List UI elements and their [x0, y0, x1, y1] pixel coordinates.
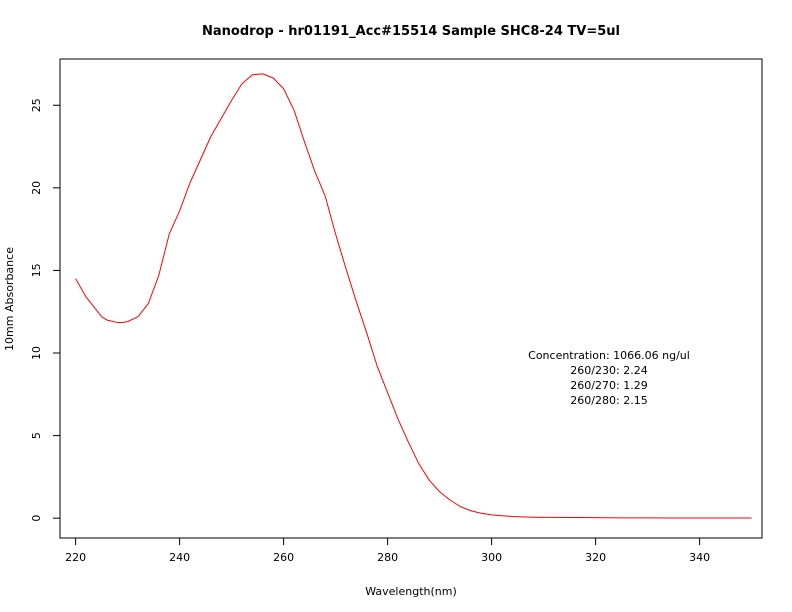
- x-tick-label: 280: [377, 551, 398, 564]
- absorbance-line: [75, 73, 752, 519]
- plot-frame: [59, 58, 763, 539]
- x-tick-label: 300: [481, 551, 502, 564]
- x-tick-label: 320: [585, 551, 606, 564]
- series-layer: [75, 73, 752, 519]
- annotation-block: Concentration: 1066.06 ng/ul 260/230: 2.2…: [528, 349, 690, 407]
- annotation-line: Concentration: 1066.06 ng/ul: [528, 349, 690, 362]
- y-axis: 0 5 10 15 20 25: [30, 98, 60, 522]
- y-tick-label: 5: [30, 432, 43, 439]
- x-tick-label: 260: [273, 551, 294, 564]
- x-axis: 220 240 260 280 300 320 340: [65, 538, 710, 564]
- chart-title: Nanodrop - hr01191_Acc#15514 Sample SHC8…: [202, 24, 620, 39]
- annotation-line: 260/270: 1.29: [570, 379, 647, 392]
- x-tick-label: 220: [65, 551, 86, 564]
- y-tick-label: 15: [30, 263, 43, 277]
- y-tick-label: 20: [30, 181, 43, 195]
- x-tick-label: 340: [689, 551, 710, 564]
- y-tick-label: 0: [30, 515, 43, 522]
- y-tick-label: 25: [30, 98, 43, 112]
- y-tick-label: 10: [30, 346, 43, 360]
- y-axis-title: 10mm Absorbance: [3, 247, 16, 351]
- annotation-line: 260/280: 2.15: [570, 394, 647, 407]
- annotation-line: 260/230: 2.24: [570, 364, 647, 377]
- x-tick-label: 240: [169, 551, 190, 564]
- x-axis-title: Wavelength(nm): [365, 585, 457, 598]
